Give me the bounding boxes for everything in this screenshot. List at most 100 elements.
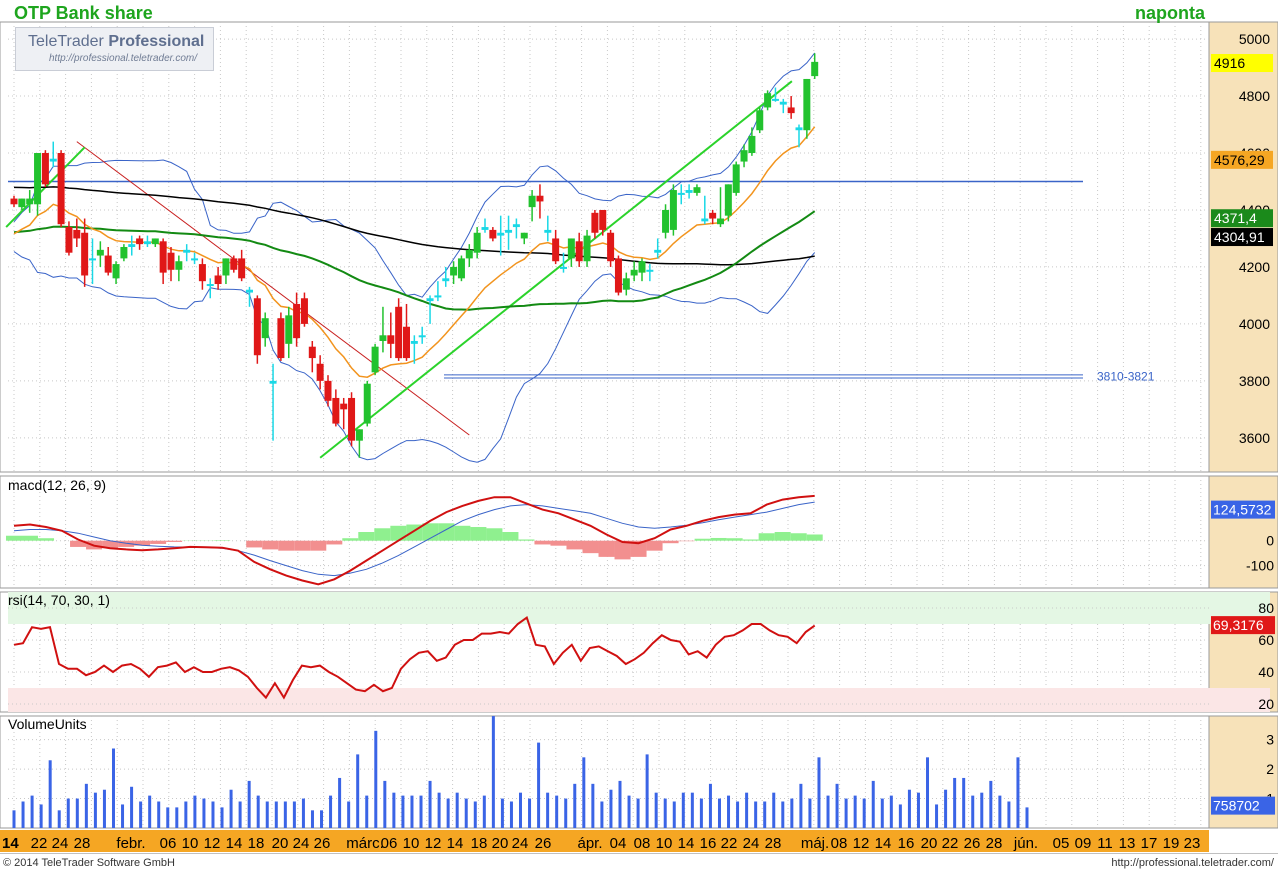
volume-bar-36: [338, 778, 341, 828]
volume-bar-44: [410, 796, 413, 828]
volume-bar-32: [302, 799, 305, 828]
time-label-40: jún.: [1013, 835, 1038, 852]
volume-bar-103: [944, 790, 947, 828]
volume-bar-112: [1026, 807, 1029, 828]
volume-bar-68: [628, 796, 631, 828]
price-tick-3800: 3800: [1239, 373, 1270, 389]
macd-hist-bar-37: [599, 541, 615, 557]
volume-bar-0: [13, 810, 16, 828]
time-label-45: 17: [1141, 835, 1158, 852]
macd-hist-bar-1: [22, 536, 38, 541]
volume-bar-42: [392, 793, 395, 828]
candle-body-65: [521, 233, 528, 239]
candle-body-42: [340, 404, 347, 410]
candle-body-62: [497, 233, 504, 236]
time-label-3: 28: [74, 835, 91, 852]
candle-body-99: [788, 107, 795, 113]
volume-bar-2: [31, 796, 34, 828]
rsi-tick-40: 40: [1258, 664, 1274, 680]
price-tick-4800: 4800: [1239, 88, 1270, 104]
candle-body-44: [356, 429, 363, 440]
volume-bar-84: [772, 793, 775, 828]
volume-bar-67: [618, 781, 621, 828]
macd-value-label: 124,5732: [1213, 502, 1272, 518]
volume-bar-99: [908, 790, 911, 828]
candle-body-80: [639, 261, 646, 272]
time-label-24: 08: [634, 835, 651, 852]
candle-body-54: [434, 295, 441, 297]
footer-bar: © 2014 TeleTrader Software GmbH http://p…: [0, 853, 1278, 872]
candle-body-23: [191, 258, 198, 260]
macd-hist-bar-21: [342, 538, 358, 540]
candle-body-93: [741, 150, 748, 161]
volume-bar-8: [85, 784, 88, 828]
volume-bar-10: [103, 790, 106, 828]
candle-body-56: [450, 267, 457, 276]
candle-body-19: [160, 241, 167, 272]
volume-bar-45: [420, 796, 423, 828]
volume-tick-3: 3: [1266, 732, 1274, 748]
time-label-34: 14: [875, 835, 892, 852]
time-label-21: 26: [535, 835, 552, 852]
candle-body-8: [73, 230, 80, 239]
macd-hist-bar-17: [278, 541, 294, 551]
price-tick-5000: 5000: [1239, 31, 1270, 47]
footer-url[interactable]: http://professional.teletrader.com/: [1111, 857, 1274, 869]
price-tick-4200: 4200: [1239, 259, 1270, 275]
volume-bar-78: [718, 799, 721, 828]
volume-bar-60: [555, 796, 558, 828]
volume-bar-15: [148, 796, 151, 828]
candle-body-71: [568, 238, 575, 258]
price-tick-4000: 4000: [1239, 316, 1270, 332]
volume-bar-43: [401, 796, 404, 828]
volume-bar-51: [474, 802, 477, 829]
candle-body-87: [693, 187, 700, 193]
period-label[interactable]: naponta: [1135, 3, 1205, 24]
candle-body-34: [277, 318, 284, 358]
time-label-36: 20: [921, 835, 938, 852]
time-label-29: 24: [743, 835, 760, 852]
volume-bar-66: [609, 790, 612, 828]
time-label-42: 09: [1075, 835, 1092, 852]
rsi-tick-20: 20: [1258, 696, 1274, 712]
volume-bar-27: [257, 796, 260, 828]
candle-body-74: [591, 213, 598, 233]
panel-macd: [0, 476, 1278, 588]
volume-bar-6: [67, 799, 70, 828]
volume-bar-110: [1007, 802, 1010, 829]
candle-body-52: [419, 335, 426, 337]
time-label-26: 14: [678, 835, 695, 852]
candle-body-46: [372, 347, 379, 373]
time-label-41: 05: [1053, 835, 1070, 852]
candle-body-14: [120, 247, 127, 258]
candle-body-27: [222, 258, 229, 275]
volume-bar-50: [465, 799, 468, 828]
candle-body-29: [238, 258, 245, 278]
time-label-35: 16: [898, 835, 915, 852]
volume-bar-22: [211, 802, 214, 829]
volume-bar-5: [58, 810, 61, 828]
macd-tick--100: -100: [1246, 558, 1274, 574]
candle-body-101: [803, 79, 810, 130]
volume-bar-73: [673, 802, 676, 829]
volume-bar-83: [763, 802, 766, 829]
candle-body-73: [584, 236, 591, 262]
volume-bar-34: [320, 810, 323, 828]
candle-body-100: [796, 127, 803, 130]
volume-bar-29: [275, 802, 278, 829]
candle-body-31: [254, 298, 261, 355]
candle-body-95: [756, 110, 763, 130]
candle-body-78: [623, 278, 630, 289]
candle-body-72: [576, 241, 583, 261]
candle-body-45: [364, 384, 371, 424]
volume-bar-19: [184, 802, 187, 829]
candle-body-41: [332, 398, 339, 424]
volume-bar-90: [827, 796, 830, 828]
candle-body-0: [11, 199, 18, 205]
macd-hist-bar-50: [807, 534, 823, 540]
macd-hist-bar-34: [550, 541, 566, 546]
volume-bar-100: [917, 793, 920, 828]
time-label-47: 23: [1184, 835, 1201, 852]
candle-body-36: [293, 304, 300, 338]
